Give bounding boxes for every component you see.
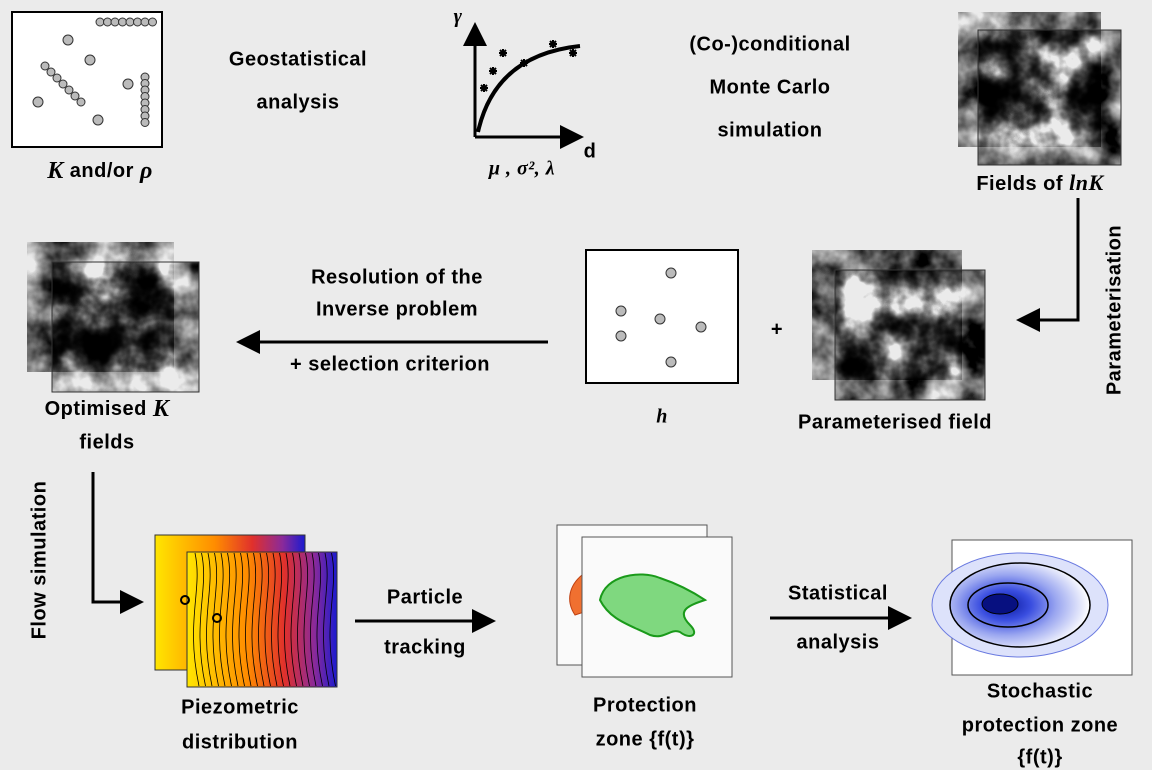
text-part: and/or bbox=[64, 160, 140, 182]
shape bbox=[126, 18, 134, 26]
stochastic-line: {f(t)} bbox=[1017, 746, 1062, 768]
shape bbox=[549, 40, 557, 48]
geostat-line: Geostatistical bbox=[229, 48, 367, 70]
shape bbox=[52, 262, 199, 392]
text-part: K bbox=[152, 396, 171, 422]
text-part: Optimised bbox=[45, 398, 153, 420]
text-part: Fields of bbox=[976, 173, 1069, 195]
flow-simulation-label: Flow simulation bbox=[28, 481, 50, 640]
shape bbox=[63, 35, 73, 45]
shape bbox=[33, 97, 43, 107]
shape bbox=[93, 115, 103, 125]
statistical-line: Statistical bbox=[788, 582, 888, 604]
shape bbox=[65, 86, 73, 94]
shape bbox=[1022, 198, 1078, 320]
shape bbox=[478, 46, 580, 132]
plus-sign: + bbox=[771, 318, 783, 340]
inverse-line: + selection criterion bbox=[290, 353, 490, 375]
shape bbox=[119, 18, 127, 26]
simulation-line: simulation bbox=[717, 119, 822, 141]
shape bbox=[666, 268, 676, 278]
shape bbox=[616, 306, 626, 316]
shape bbox=[141, 119, 149, 127]
shape bbox=[71, 92, 79, 100]
shape bbox=[666, 357, 676, 367]
stochastic-line: protection zone bbox=[962, 714, 1118, 736]
shape bbox=[53, 74, 61, 82]
protection-line: Protection bbox=[593, 694, 697, 716]
simulation-line: (Co-)conditional bbox=[689, 33, 850, 55]
head-label: h bbox=[656, 406, 668, 428]
shape bbox=[111, 18, 119, 26]
shape bbox=[85, 55, 95, 65]
stochastic-line: Stochastic bbox=[987, 680, 1093, 702]
shape bbox=[12, 12, 162, 147]
text-part: K bbox=[46, 158, 65, 184]
shape bbox=[41, 62, 49, 70]
shape bbox=[104, 18, 112, 26]
shape bbox=[149, 18, 157, 26]
text-part: K bbox=[1087, 170, 1104, 195]
shape bbox=[489, 67, 497, 75]
parameterisation-label: Parameterisation bbox=[1103, 225, 1125, 395]
simulation-line: Monte Carlo bbox=[709, 76, 830, 98]
shape bbox=[134, 18, 142, 26]
shape bbox=[835, 270, 985, 400]
statistical-line: analysis bbox=[797, 631, 880, 653]
inputs-label: K and/or ρ bbox=[46, 158, 153, 184]
shape bbox=[696, 322, 706, 332]
shape bbox=[96, 18, 104, 26]
shape bbox=[616, 331, 626, 341]
piezometric-line: distribution bbox=[182, 731, 298, 753]
variogram-y-axis: γ bbox=[454, 6, 463, 28]
shape bbox=[499, 49, 507, 57]
protection-line: zone {f(t)} bbox=[596, 728, 695, 750]
shape bbox=[47, 68, 55, 76]
shape bbox=[520, 59, 528, 67]
inverse-line: Inverse problem bbox=[316, 298, 478, 320]
inverse-line: Resolution of the bbox=[311, 266, 483, 288]
geostat-line: analysis bbox=[257, 91, 340, 113]
shape bbox=[59, 80, 67, 88]
particle-line: Particle bbox=[387, 586, 463, 608]
optimised-label: fields bbox=[79, 431, 134, 453]
particle-line: tracking bbox=[384, 636, 466, 658]
shape bbox=[655, 314, 665, 324]
shape bbox=[123, 79, 133, 89]
shape bbox=[982, 594, 1018, 614]
shape bbox=[480, 84, 488, 92]
variogram-x-axis: d bbox=[584, 140, 597, 162]
diagram: K and/or ρ Geostatistical analysis γ d μ… bbox=[0, 0, 1152, 770]
piezometric-line: Piezometric bbox=[181, 696, 299, 718]
shape bbox=[141, 18, 149, 26]
shape bbox=[77, 98, 85, 106]
optimised-label: Optimised K bbox=[45, 396, 171, 422]
variogram-parameters: μ , σ², λ bbox=[488, 158, 555, 180]
text-part: ρ bbox=[139, 158, 153, 184]
shape bbox=[569, 49, 577, 57]
parameterised-field-label: Parameterised field bbox=[798, 411, 992, 433]
shape bbox=[950, 563, 1090, 647]
text-part: ln bbox=[1069, 170, 1088, 195]
fields-label: Fields of lnK bbox=[976, 170, 1104, 195]
shape bbox=[978, 30, 1121, 165]
shape bbox=[93, 472, 138, 602]
